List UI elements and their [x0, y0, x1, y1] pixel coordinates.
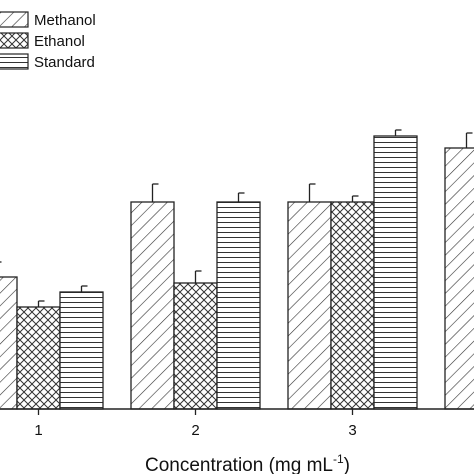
- bar-methanol-3: [287, 201, 332, 410]
- bar-standard-1: [59, 291, 104, 410]
- legend-swatch-ethanol: [0, 32, 29, 49]
- bar-ethanol-2: [173, 282, 218, 410]
- legend: Methanol Ethanol Standard: [0, 11, 96, 71]
- x-tick-label-2: 2: [191, 422, 199, 439]
- x-tick-label-3: 3: [348, 422, 356, 439]
- x-tick-label-1: 1: [34, 422, 42, 439]
- legend-label-methanol: Methanol: [34, 12, 96, 29]
- x-ticks-layer: 1 2 3: [34, 409, 357, 439]
- bar-standard-2: [216, 201, 261, 410]
- bar-ethanol-3: [330, 201, 375, 410]
- legend-label-ethanol: Ethanol: [34, 33, 85, 50]
- bar-standard-3: [373, 135, 418, 410]
- bars-layer: [0, 135, 474, 410]
- legend-swatch-methanol: [0, 11, 29, 28]
- x-axis-label-superscript: -1: [333, 452, 344, 466]
- bar-ethanol-1: [16, 306, 61, 410]
- bar-methanol-2: [130, 201, 175, 410]
- bar-methanol-4: [444, 147, 474, 410]
- legend-swatch-standard: [0, 53, 29, 70]
- x-axis-label: Concentration (mg mL-1): [145, 452, 350, 474]
- error-bars-layer: [0, 129, 473, 307]
- bar-methanol-1: [0, 276, 18, 410]
- legend-label-standard: Standard: [34, 54, 95, 71]
